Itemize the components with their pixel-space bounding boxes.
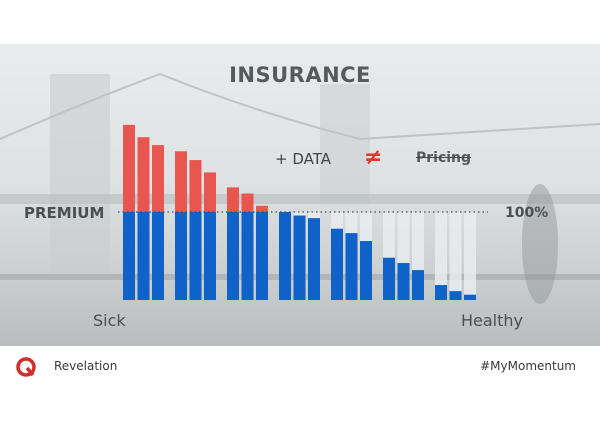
bar-value-13 bbox=[331, 228, 343, 300]
bar-gap-12 bbox=[308, 212, 320, 219]
bar-gap-17 bbox=[397, 212, 410, 264]
bar-gap-15 bbox=[360, 212, 372, 242]
bar-gap-20 bbox=[449, 212, 462, 292]
premium-label: PREMIUM bbox=[24, 204, 105, 222]
x-axis-right-label: Healthy bbox=[461, 311, 524, 330]
pricing-annotation: Pricing bbox=[416, 150, 472, 166]
bar-value-14 bbox=[345, 233, 358, 300]
bar-value-12 bbox=[308, 218, 320, 300]
bar-value-17 bbox=[397, 263, 410, 300]
bar-premium-7 bbox=[227, 212, 239, 300]
bar-value-11 bbox=[293, 215, 306, 300]
bar-premium-10 bbox=[279, 212, 291, 300]
footer-hashtag: #MyMomentum bbox=[480, 359, 576, 373]
bar-gap-13 bbox=[331, 212, 343, 229]
bar-above-premium-2 bbox=[137, 137, 150, 212]
premium-level-label: 100% bbox=[505, 205, 549, 221]
plus-data-annotation: + DATA bbox=[275, 150, 331, 168]
bar-above-premium-7 bbox=[227, 187, 239, 212]
bar-above-premium-9 bbox=[256, 205, 268, 212]
x-axis-left-label: Sick bbox=[93, 311, 126, 330]
footer-brand: Revelation bbox=[54, 359, 118, 373]
bar-above-premium-5 bbox=[189, 160, 202, 212]
bar-gap-11 bbox=[293, 212, 306, 216]
bar-value-21 bbox=[464, 294, 476, 300]
bar-premium-5 bbox=[189, 212, 202, 300]
bar-above-premium-1 bbox=[123, 124, 135, 212]
bridge-background-image bbox=[0, 72, 600, 304]
bar-premium-2 bbox=[137, 212, 150, 300]
bar-value-20 bbox=[449, 291, 462, 300]
bar-premium-8 bbox=[241, 212, 254, 300]
bar-value-18 bbox=[412, 270, 424, 300]
bar-above-premium-3 bbox=[152, 145, 164, 212]
bar-premium-3 bbox=[152, 212, 164, 300]
bar-premium-9 bbox=[256, 212, 268, 300]
bar-gap-21 bbox=[464, 212, 476, 295]
bar-premium-4 bbox=[175, 212, 187, 300]
bar-gap-14 bbox=[345, 212, 358, 234]
not-equal-icon: ≠ bbox=[364, 145, 383, 170]
bar-above-premium-4 bbox=[175, 151, 187, 212]
bar-premium-1 bbox=[123, 212, 135, 300]
bar-value-16 bbox=[383, 257, 395, 300]
bar-gap-19 bbox=[435, 212, 447, 286]
revelation-logo-icon bbox=[16, 357, 36, 377]
bar-value-15 bbox=[360, 241, 372, 300]
bar-above-premium-8 bbox=[241, 193, 254, 212]
bar-gap-16 bbox=[383, 212, 395, 258]
bar-above-premium-6 bbox=[204, 172, 216, 212]
bar-premium-6 bbox=[204, 212, 216, 300]
bar-gap-18 bbox=[412, 212, 424, 271]
bar-value-19 bbox=[435, 285, 447, 300]
slide-title: INSURANCE bbox=[229, 63, 371, 87]
